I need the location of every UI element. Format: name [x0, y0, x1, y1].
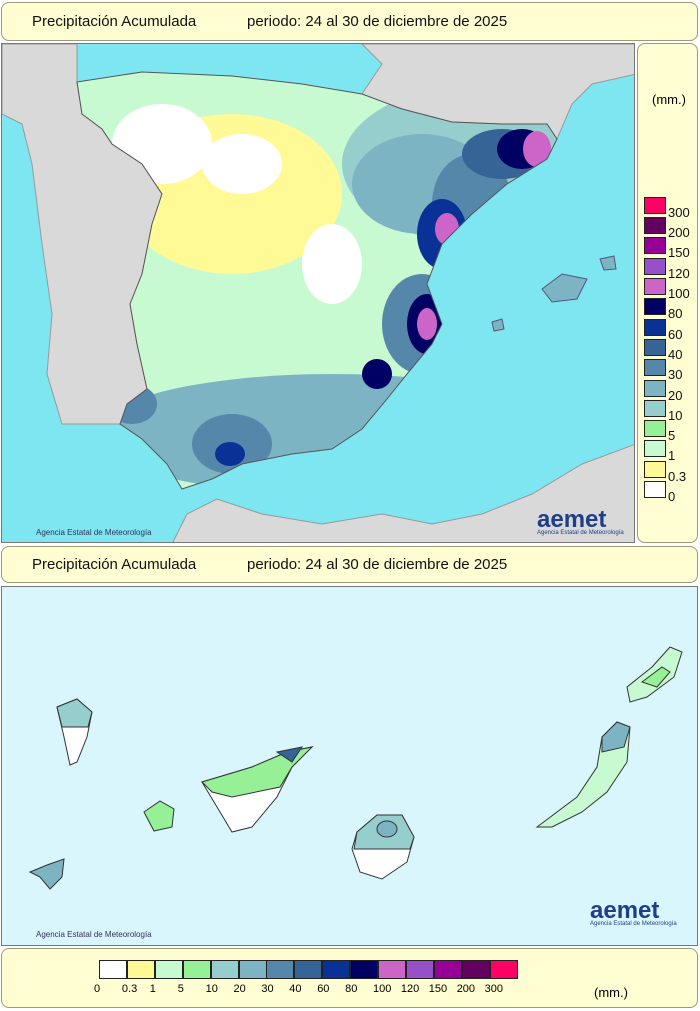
- legend-label: 150: [428, 983, 448, 995]
- aemet-logo: aemet Agencia Estatal de Meteorología: [590, 897, 677, 927]
- legend-swatch: [644, 278, 666, 295]
- title-bar-canarias: Precipitación Acumulada periodo: 24 al 3…: [1, 546, 698, 583]
- credit-text: Agencia Estatal de Meteorología: [36, 528, 152, 537]
- legend-label: 60: [317, 983, 330, 995]
- legend-swatch: [644, 217, 666, 235]
- legend-label: 40: [289, 983, 302, 995]
- legend-label: 20: [668, 387, 683, 403]
- legend-swatch: [644, 237, 666, 255]
- legend-label: 150: [668, 245, 690, 261]
- legend-swatch: [126, 960, 155, 979]
- legend-label: 100: [668, 286, 690, 301]
- canarias-map-svg: [28, 646, 683, 890]
- legend-label: 10: [205, 983, 218, 995]
- legend-label: 0: [94, 983, 101, 995]
- balearic-islands: [491, 255, 617, 332]
- legend-swatch: [294, 960, 323, 979]
- legend-label: 30: [261, 983, 274, 995]
- legend-swatch: [154, 960, 183, 979]
- legend-label: 80: [668, 306, 683, 322]
- map-period: periodo: 24 al 30 de diciembre de 2025: [247, 556, 508, 573]
- legend-swatch: [99, 960, 127, 979]
- legend-label: 60: [668, 326, 683, 342]
- legend-label: 1: [668, 448, 676, 464]
- legend-label: 0: [668, 489, 676, 504]
- legend-swatch: [644, 481, 666, 498]
- legend-label: 300: [484, 983, 503, 995]
- legend-swatch: [350, 960, 379, 979]
- legend-swatch: [433, 960, 462, 979]
- map-title: Precipitación Acumulada: [32, 13, 197, 30]
- aemet-logo: aemet Agencia Estatal de Meteorología: [537, 506, 624, 536]
- legend-swatch: [644, 460, 666, 478]
- legend-swatch: [644, 440, 666, 458]
- legend-label: 300: [668, 204, 690, 220]
- legend-swatch: [238, 960, 267, 979]
- legend-swatch: [644, 318, 666, 336]
- legend-label: 10: [668, 407, 683, 423]
- legend-swatch: [266, 960, 295, 979]
- legend-swatch: [644, 399, 666, 417]
- legend-label: 0.3: [668, 468, 687, 484]
- legend-swatch: [378, 960, 406, 979]
- legend-swatch: [644, 338, 666, 356]
- legend-vertical: (mm.) 0 0.3 1 5 10 20 30 40 60 80 100 120 150 200 300: [637, 43, 698, 543]
- legend-unit: (mm.): [652, 92, 686, 107]
- legend-swatch: [644, 196, 666, 214]
- legend-label: 5: [668, 428, 676, 444]
- legend-swatch: [644, 298, 666, 316]
- legend-swatch: [405, 960, 434, 979]
- legend-swatch: [644, 257, 666, 275]
- map-period: periodo: 24 al 30 de diciembre de 2025: [247, 13, 508, 30]
- legend-label: 200: [456, 983, 476, 995]
- peninsula-map-svg: [2, 44, 634, 542]
- legend-swatch: [644, 420, 666, 438]
- title-bar-peninsula: Precipitación Acumulada periodo: 24 al 3…: [1, 2, 698, 41]
- legend-label: 200: [668, 225, 690, 241]
- legend-label: 120: [668, 265, 690, 281]
- credit-text: Agencia Estatal de Meteorología: [36, 930, 152, 939]
- map-title: Precipitación Acumulada: [32, 556, 197, 573]
- legend-swatch: [644, 359, 666, 377]
- legend-label: 40: [668, 346, 683, 362]
- peninsula-map: Agencia Estatal de Meteorología aemet Age…: [1, 43, 635, 543]
- legend-label: 0.3: [121, 983, 138, 995]
- canarias-map: Agencia Estatal de Meteorología aemet Age…: [1, 586, 698, 946]
- legend-swatch: [182, 960, 211, 979]
- africa-land: [172, 444, 634, 542]
- legend-label: 120: [400, 983, 420, 995]
- legend-label: 30: [668, 367, 683, 383]
- legend-swatch: [210, 960, 239, 979]
- legend-swatch: [461, 960, 490, 979]
- island-la-gomera: [143, 800, 175, 832]
- legend-swatch: [489, 960, 518, 979]
- legend-swatch: [322, 960, 351, 979]
- legend-label: 100: [373, 983, 392, 995]
- island-el-hierro: [28, 858, 65, 890]
- legend-label: 1: [149, 983, 156, 995]
- legend-label: 5: [177, 983, 184, 995]
- legend-label: 80: [345, 983, 358, 995]
- legend-unit: (mm.): [594, 985, 628, 1000]
- legend-swatch: [644, 379, 666, 397]
- legend-label: 20: [233, 983, 246, 995]
- legend-horizontal: 0 0.3 1 5 10 20 30 40 60 80 100 120 150 200 300 (mm.): [1, 948, 698, 1008]
